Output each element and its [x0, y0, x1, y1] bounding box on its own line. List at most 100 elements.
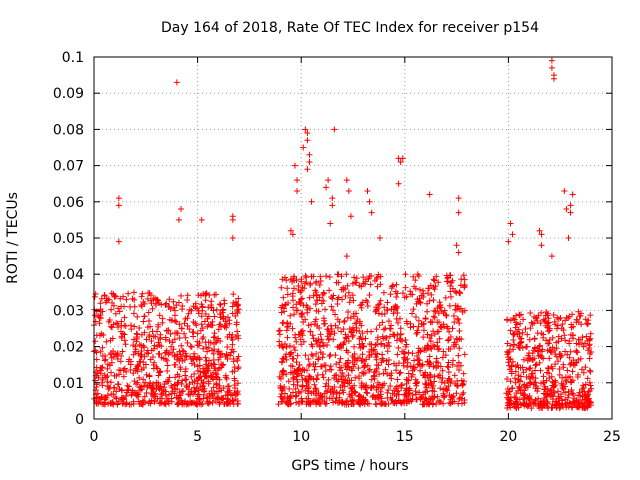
data-point	[338, 373, 345, 380]
data-point	[146, 332, 153, 339]
data-point	[456, 320, 463, 327]
data-point	[115, 305, 122, 312]
data-point	[121, 365, 128, 372]
data-point	[280, 294, 287, 301]
data-point	[308, 390, 315, 397]
data-point	[344, 359, 351, 366]
data-point	[526, 365, 533, 372]
data-point	[306, 151, 313, 158]
data-point	[341, 383, 348, 390]
data-point	[316, 395, 323, 402]
data-point	[438, 323, 445, 330]
data-point	[133, 330, 140, 337]
data-point	[442, 311, 449, 318]
data-point	[311, 397, 317, 404]
data-point	[445, 336, 452, 343]
data-point	[449, 325, 456, 332]
data-point	[178, 342, 185, 349]
data-point	[445, 337, 452, 344]
data-point	[373, 356, 380, 363]
data-point	[388, 285, 395, 292]
data-point	[336, 359, 343, 366]
data-point	[188, 400, 195, 407]
data-point	[388, 305, 395, 312]
data-point	[578, 400, 585, 407]
axis-ticks: 0 0.01 0.02 0.03 0.04 0.05 0.06 0.07 0.08 0.09 0.1…	[53, 50, 621, 445]
data-point	[351, 274, 358, 281]
data-point	[565, 315, 572, 322]
data-point	[540, 373, 547, 380]
data-point	[134, 362, 141, 369]
data-point	[229, 310, 236, 317]
data-point	[526, 350, 533, 357]
data-point	[169, 339, 176, 346]
data-point	[532, 345, 539, 352]
data-point	[569, 368, 576, 375]
data-point	[566, 399, 573, 406]
data-point	[205, 313, 212, 320]
data-point	[515, 326, 522, 333]
data-point	[168, 395, 175, 402]
data-point	[309, 332, 316, 339]
data-point	[149, 384, 156, 391]
data-point	[183, 384, 190, 391]
data-point	[376, 322, 383, 329]
data-point	[346, 391, 353, 398]
data-point	[520, 369, 527, 376]
data-point	[123, 368, 130, 375]
data-point	[295, 331, 302, 338]
data-point	[432, 283, 439, 290]
data-point	[131, 378, 138, 385]
data-point	[140, 318, 147, 325]
data-point	[330, 336, 337, 343]
data-point	[175, 216, 182, 223]
data-point	[526, 336, 533, 343]
data-point	[526, 355, 533, 362]
data-point	[505, 354, 512, 361]
data-point	[514, 362, 521, 369]
data-point	[315, 399, 322, 406]
data-point	[552, 361, 559, 368]
data-point	[416, 389, 423, 396]
data-point	[279, 387, 286, 394]
data-point	[189, 379, 196, 386]
data-point	[206, 357, 213, 364]
data-point	[278, 341, 285, 348]
data-point	[232, 298, 239, 305]
data-point	[96, 314, 103, 321]
data-point	[533, 361, 540, 368]
data-point	[211, 291, 218, 298]
data-point	[431, 343, 438, 350]
data-point	[219, 362, 226, 369]
data-point	[103, 338, 110, 345]
y-tick-label: 0.02	[53, 340, 84, 356]
data-point	[287, 393, 294, 400]
data-point	[93, 364, 100, 371]
data-point	[385, 339, 392, 346]
data-point	[558, 335, 565, 342]
data-point	[299, 310, 306, 317]
data-point	[296, 361, 303, 368]
data-point	[278, 393, 285, 400]
data-point	[368, 376, 375, 383]
data-point	[152, 390, 159, 397]
data-point	[384, 299, 391, 306]
data-point	[202, 354, 209, 361]
data-point	[391, 333, 398, 340]
data-point	[345, 372, 352, 379]
data-point	[562, 317, 569, 324]
data-point	[229, 235, 236, 241]
data-point	[173, 318, 180, 325]
data-point	[291, 285, 298, 292]
data-point	[545, 365, 552, 372]
data-point	[325, 177, 332, 184]
data-point	[229, 392, 236, 399]
data-point	[291, 368, 298, 375]
data-point	[222, 372, 229, 379]
data-point	[527, 325, 534, 332]
data-point	[513, 405, 520, 412]
data-point	[389, 390, 396, 397]
data-point	[413, 396, 420, 403]
data-point	[113, 395, 120, 402]
data-point	[356, 373, 362, 380]
